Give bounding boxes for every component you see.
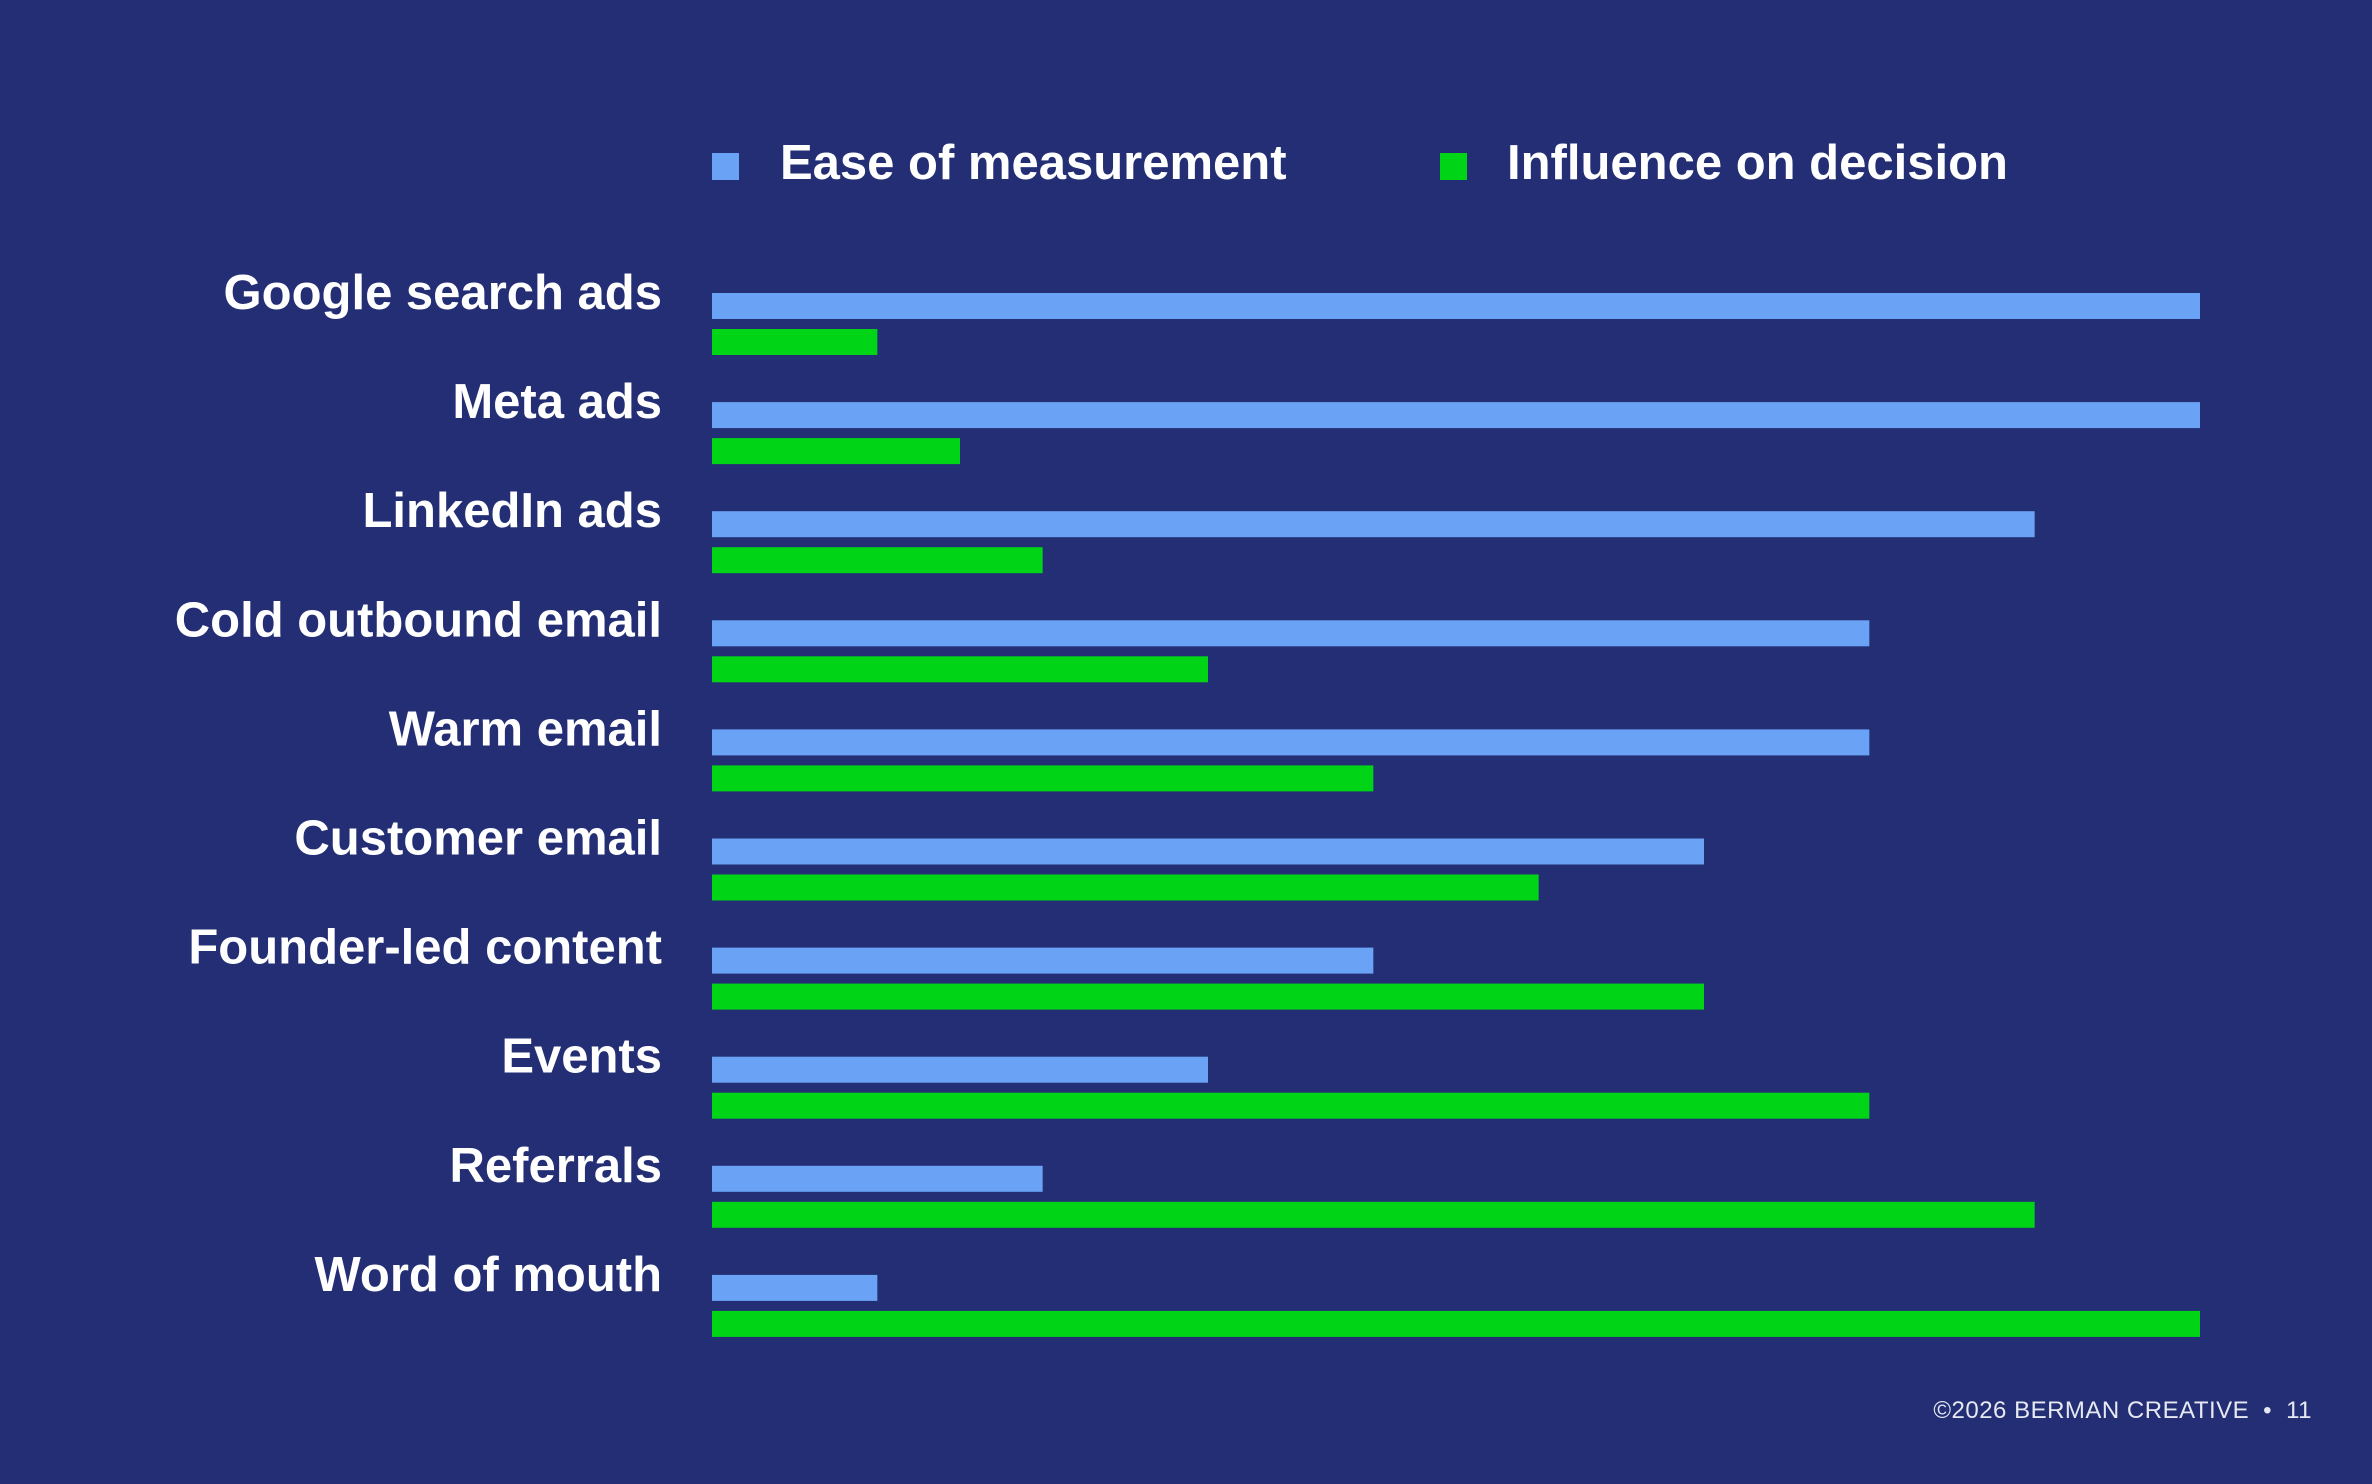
chart-row: Meta ads [452, 375, 2200, 465]
category-label: Google search ads [224, 266, 662, 320]
bar-influence-on-decision [712, 1092, 1870, 1119]
bar-ease-of-measurement [712, 729, 1870, 756]
bar-ease-of-measurement [712, 838, 1704, 865]
category-label: Cold outbound email [175, 593, 662, 647]
footer-copyright: ©2026 BERMAN CREATIVE [1933, 1397, 2250, 1424]
bar-influence-on-decision [712, 765, 1374, 792]
legend-item-ease: Ease of measurement [712, 136, 1287, 190]
legend-swatch [1440, 153, 1467, 180]
bar-ease-of-measurement [712, 1274, 878, 1301]
bar-ease-of-measurement [712, 1165, 1043, 1192]
legend-label: Influence on decision [1507, 136, 2008, 190]
bar-ease-of-measurement [712, 947, 1374, 974]
category-label: Events [501, 1030, 662, 1084]
legend-label: Ease of measurement [780, 136, 1287, 190]
footer: ©2026 BERMAN CREATIVE • 11 [1933, 1397, 2312, 1425]
bar-influence-on-decision [712, 656, 1208, 683]
bar-ease-of-measurement [712, 402, 2200, 429]
category-label: Meta ads [452, 375, 662, 429]
bar-ease-of-measurement [712, 293, 2200, 319]
category-label: Customer email [294, 812, 662, 866]
category-label: LinkedIn ads [362, 484, 662, 538]
chart-row: Cold outbound email [175, 593, 1870, 683]
chart-row: Founder-led content [188, 921, 1704, 1010]
bar-influence-on-decision [712, 1201, 2035, 1228]
bar-ease-of-measurement [712, 511, 2035, 538]
chart-row: Word of mouth [315, 1248, 2200, 1337]
footer-separator: • [2263, 1397, 2273, 1424]
category-label: Referrals [450, 1139, 662, 1193]
bar-influence-on-decision [712, 547, 1043, 574]
page-number: 11 [2286, 1397, 2312, 1424]
bar-influence-on-decision [712, 983, 1704, 1010]
chart-row: Google search ads [224, 266, 2200, 355]
chart-row: Referrals [450, 1139, 2035, 1228]
bar-influence-on-decision [712, 1310, 2200, 1337]
category-label: Word of mouth [315, 1248, 662, 1302]
chart-row: Warm email [389, 702, 1870, 792]
chart-row: Customer email [294, 812, 1704, 901]
legend-item-influence: Influence on decision [1440, 136, 2008, 190]
bar-influence-on-decision [712, 438, 960, 465]
bar-ease-of-measurement [712, 620, 1870, 647]
category-label: Founder-led content [188, 921, 662, 975]
bar-influence-on-decision [712, 874, 1539, 901]
bar-ease-of-measurement [712, 1056, 1208, 1083]
bar-influence-on-decision [712, 329, 878, 355]
category-label: Warm email [389, 702, 662, 756]
chart-row: Events [501, 1030, 1870, 1119]
chart-row: LinkedIn ads [362, 484, 2035, 574]
legend-swatch [712, 153, 739, 180]
